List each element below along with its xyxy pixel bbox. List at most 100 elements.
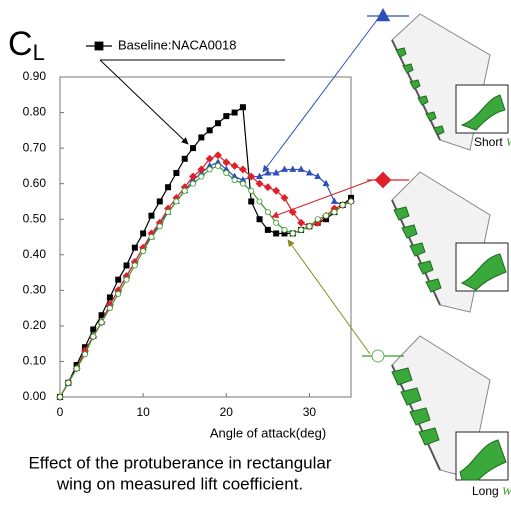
data-point xyxy=(273,219,280,226)
data-point xyxy=(280,165,289,172)
y-tick-label: 0.30 xyxy=(23,283,47,297)
data-point xyxy=(339,201,346,208)
wing-illustrations xyxy=(391,13,509,481)
series-line xyxy=(59,161,352,398)
data-point xyxy=(239,180,246,187)
data-point xyxy=(272,169,280,176)
data-point xyxy=(81,351,88,358)
data-point xyxy=(347,198,354,205)
plot-frame xyxy=(59,76,352,398)
data-point xyxy=(223,113,230,120)
data-point xyxy=(281,226,288,233)
data-point xyxy=(98,319,105,326)
data-point xyxy=(264,209,271,216)
side-label: Short W xyxy=(474,135,511,149)
data-point xyxy=(264,226,271,233)
data-point xyxy=(305,169,313,176)
caption: Effect of the protuberance in rectangula… xyxy=(28,453,331,472)
data-point xyxy=(57,393,64,400)
data-point xyxy=(190,180,197,187)
pointer-arrow xyxy=(262,15,381,173)
y-tick-label: 0.70 xyxy=(23,140,47,154)
data-point xyxy=(148,212,155,219)
data-point xyxy=(239,104,246,111)
caption: wing on measured lift coefficient. xyxy=(56,474,303,493)
legend-marker xyxy=(375,7,391,22)
side-label: Long W xyxy=(472,484,511,498)
data-point xyxy=(123,262,130,269)
data-point xyxy=(181,155,188,162)
data-point xyxy=(90,333,97,340)
data-point xyxy=(314,216,321,223)
series-line xyxy=(59,106,352,398)
data-point xyxy=(248,198,255,205)
data-point xyxy=(297,218,306,227)
y-axis-label: CL xyxy=(8,25,45,65)
data-point xyxy=(214,162,221,169)
legend-marker xyxy=(371,349,385,363)
data-point xyxy=(222,158,231,167)
data-point xyxy=(106,294,113,301)
data-point xyxy=(181,187,188,194)
data-point xyxy=(214,120,221,127)
data-point xyxy=(297,165,305,172)
legend-marker xyxy=(94,41,104,51)
data-point xyxy=(272,186,281,195)
data-point xyxy=(314,172,322,180)
data-point xyxy=(197,165,206,174)
data-point xyxy=(173,198,180,205)
data-point xyxy=(214,151,222,160)
x-tick-label: 30 xyxy=(303,405,317,419)
data-point xyxy=(256,216,263,223)
data-point xyxy=(289,165,297,172)
data-point xyxy=(255,179,264,188)
data-point xyxy=(140,248,147,255)
data-point xyxy=(65,379,72,386)
data-point xyxy=(331,209,338,216)
y-tick-label: 0.10 xyxy=(23,354,47,368)
series-line xyxy=(59,165,352,398)
y-tick-label: 0.00 xyxy=(23,389,47,403)
data-point xyxy=(223,169,230,176)
data-point xyxy=(198,134,205,141)
data-point xyxy=(115,290,122,297)
y-tick-label: 0.20 xyxy=(23,318,47,332)
pointer-arrow xyxy=(271,179,373,219)
data-point xyxy=(205,154,214,163)
x-tick-label: 20 xyxy=(220,405,234,419)
data-point xyxy=(322,179,330,187)
data-point xyxy=(198,173,205,180)
data-point xyxy=(263,183,272,192)
data-point xyxy=(148,233,155,240)
data-point xyxy=(306,223,313,230)
data-point xyxy=(131,262,138,269)
y-tick-label: 0.90 xyxy=(23,69,47,83)
data-point xyxy=(98,312,105,319)
data-point xyxy=(206,127,213,134)
x-axis-label: Angle of attack(deg) xyxy=(210,425,326,440)
data-point xyxy=(90,326,97,333)
y-tick-label: 0.80 xyxy=(23,105,47,119)
data-point xyxy=(206,166,213,173)
data-point xyxy=(256,172,264,180)
data-point xyxy=(256,198,263,205)
data-point xyxy=(280,193,289,202)
pointer-arrow xyxy=(99,59,189,145)
data-point xyxy=(289,230,296,237)
data-point xyxy=(73,365,80,372)
data-point xyxy=(140,230,147,237)
data-point xyxy=(123,276,130,283)
series-line xyxy=(59,154,352,398)
data-point xyxy=(156,198,163,205)
x-tick-label: 10 xyxy=(136,405,150,419)
data-point xyxy=(231,109,238,116)
data-point xyxy=(230,161,239,170)
data-point xyxy=(165,184,172,191)
y-tick-label: 0.50 xyxy=(23,211,47,225)
data-point xyxy=(190,145,197,152)
data-point xyxy=(156,223,163,230)
y-tick-label: 0.60 xyxy=(23,176,47,190)
data-point xyxy=(238,165,247,174)
data-point xyxy=(115,276,122,283)
